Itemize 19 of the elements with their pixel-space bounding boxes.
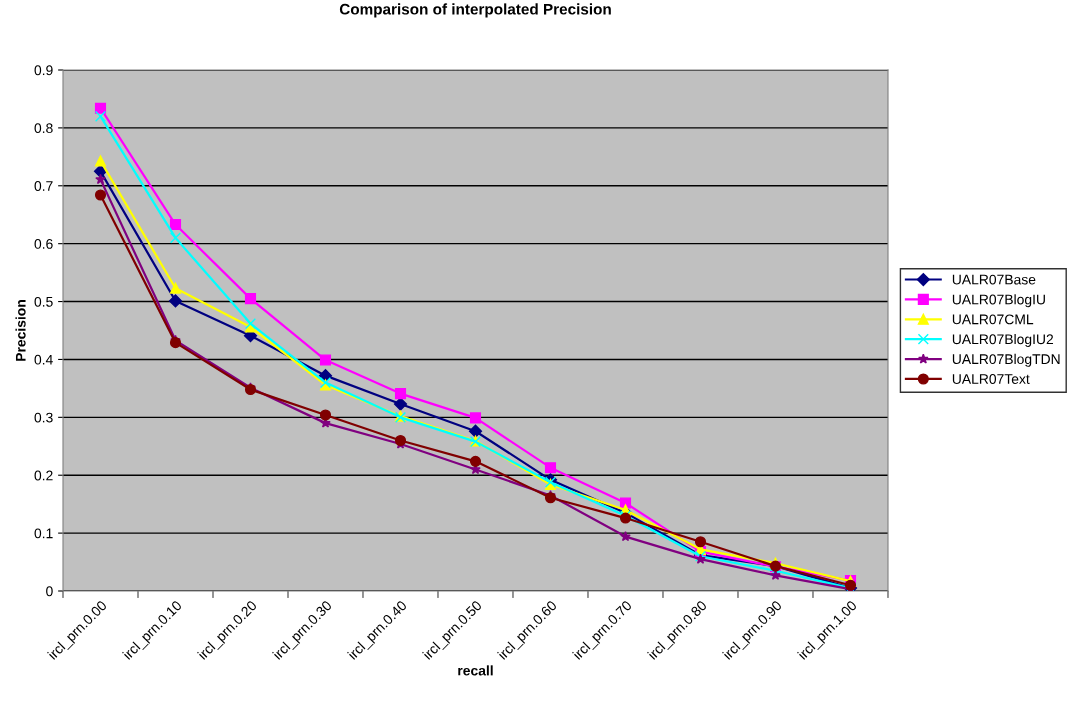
y-tick-label: 0.3 <box>34 412 53 423</box>
chart-title: Comparison of interpolated Precision <box>339 3 611 18</box>
y-tick-label: 0.5 <box>34 296 53 307</box>
y-tick-label: 0.1 <box>34 528 53 539</box>
y-tick-label: 0.8 <box>34 123 53 134</box>
y-tick-label: 0 <box>46 586 53 597</box>
y-tick-label: 0.4 <box>34 354 53 365</box>
legend-label: UALR07Base <box>952 274 1036 285</box>
legend-label: UALR07BlogTDN <box>952 353 1060 367</box>
y-tick-label: 0.9 <box>34 65 53 76</box>
y-tick-label: 0.6 <box>34 239 53 249</box>
x-axis-title: recall <box>458 665 493 676</box>
legend-label: UALR07BlogIU <box>952 294 1045 308</box>
y-tick-label: 0.2 <box>34 470 53 481</box>
legend-label: UALR07Text <box>952 374 1030 384</box>
legend-label: UALR07BlogIU2 <box>952 333 1054 347</box>
legend-label: UALR07CML <box>952 314 1034 325</box>
y-tick-label: 0.7 <box>34 181 53 191</box>
y-axis-title: Precision <box>15 300 26 361</box>
